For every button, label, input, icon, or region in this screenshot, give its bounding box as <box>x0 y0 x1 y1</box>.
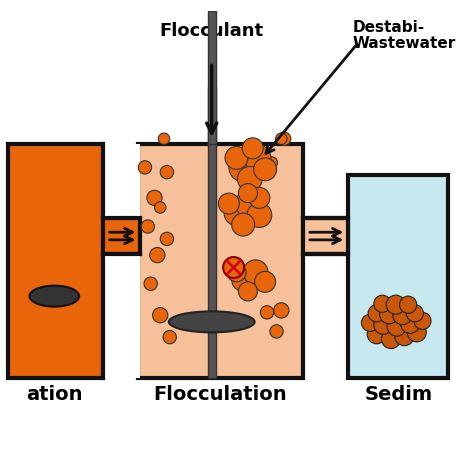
Circle shape <box>229 153 257 182</box>
Circle shape <box>144 277 157 291</box>
Circle shape <box>368 305 385 322</box>
Bar <box>103 145 140 218</box>
Ellipse shape <box>169 311 255 332</box>
Circle shape <box>236 189 264 218</box>
Circle shape <box>382 329 401 348</box>
Circle shape <box>380 305 399 324</box>
Circle shape <box>160 165 173 179</box>
Circle shape <box>153 308 168 323</box>
Circle shape <box>141 220 155 233</box>
Bar <box>208 87 217 378</box>
Circle shape <box>367 325 386 344</box>
Circle shape <box>238 183 257 203</box>
Circle shape <box>361 314 379 331</box>
Circle shape <box>242 138 263 159</box>
Circle shape <box>224 201 249 226</box>
Circle shape <box>155 202 166 213</box>
Circle shape <box>237 166 262 191</box>
Circle shape <box>374 295 391 312</box>
Text: Flocculant: Flocculant <box>160 22 264 40</box>
Circle shape <box>163 330 176 344</box>
Circle shape <box>270 325 283 338</box>
Circle shape <box>147 190 162 206</box>
Circle shape <box>232 268 255 292</box>
Circle shape <box>255 271 275 292</box>
Bar <box>8 145 103 378</box>
Bar <box>208 11 216 145</box>
Circle shape <box>225 146 248 169</box>
Circle shape <box>238 282 257 301</box>
Ellipse shape <box>29 286 79 307</box>
Bar <box>303 218 348 254</box>
Circle shape <box>219 193 239 214</box>
Circle shape <box>386 295 405 314</box>
Circle shape <box>254 158 276 181</box>
Text: Sedim: Sedim <box>365 385 433 404</box>
Circle shape <box>275 133 287 145</box>
Circle shape <box>400 296 417 313</box>
Circle shape <box>138 161 152 174</box>
Text: Destabi-: Destabi- <box>353 19 425 35</box>
Bar <box>138 145 303 378</box>
Circle shape <box>260 306 273 319</box>
Circle shape <box>249 187 270 209</box>
Circle shape <box>395 327 414 346</box>
Bar <box>103 254 140 378</box>
Circle shape <box>393 306 412 325</box>
Circle shape <box>266 157 277 168</box>
Circle shape <box>407 323 426 342</box>
Circle shape <box>243 260 268 285</box>
Bar <box>348 175 448 378</box>
Circle shape <box>273 303 289 318</box>
Circle shape <box>414 312 431 329</box>
Circle shape <box>158 133 170 145</box>
Circle shape <box>374 315 393 334</box>
Circle shape <box>232 213 255 236</box>
Circle shape <box>277 132 291 146</box>
Circle shape <box>227 263 246 282</box>
Circle shape <box>401 314 419 333</box>
Text: Flocculation: Flocculation <box>154 385 287 404</box>
Circle shape <box>247 203 272 228</box>
Text: Wastewater: Wastewater <box>353 36 456 51</box>
Circle shape <box>244 145 271 171</box>
Bar <box>103 218 140 254</box>
Circle shape <box>387 317 406 336</box>
Circle shape <box>150 247 165 263</box>
Circle shape <box>223 257 244 278</box>
Circle shape <box>406 305 423 322</box>
Text: ation: ation <box>26 385 82 404</box>
Circle shape <box>160 232 173 246</box>
